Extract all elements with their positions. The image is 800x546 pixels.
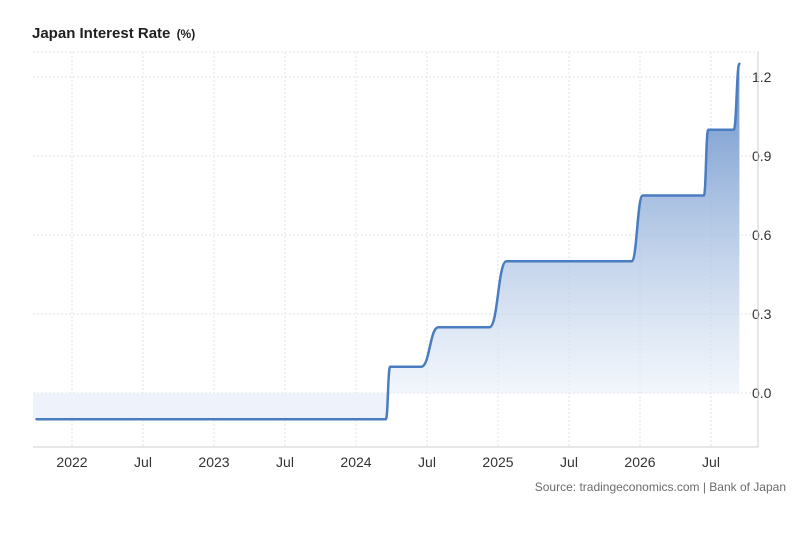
area-layer — [33, 63, 740, 420]
negative-area — [33, 393, 388, 420]
x-tick-label: 2024 — [340, 454, 371, 470]
rate-area — [390, 63, 740, 394]
axes: 0.0 0.3 0.6 0.9 1.2 2022 Jul 2023 Jul 2024 Jul 2025… — [33, 52, 772, 470]
x-tick-label: 2023 — [198, 454, 229, 470]
x-tick-label: Jul — [134, 454, 152, 470]
rate-line — [35, 62, 741, 421]
y-tick-label: 0.9 — [752, 148, 772, 164]
x-tick-label: 2022 — [56, 454, 87, 470]
y-tick-label: 0.0 — [752, 385, 772, 401]
x-tick-label: Jul — [560, 454, 578, 470]
x-tick-label: Jul — [702, 454, 720, 470]
x-tick-label: Jul — [418, 454, 436, 470]
y-tick-label: 1.2 — [752, 69, 772, 85]
chart-title-text: Japan Interest Rate — [32, 25, 171, 42]
chart-unit: (%) — [176, 27, 196, 41]
x-tick-label: Jul — [276, 454, 294, 470]
line-layer — [35, 62, 741, 421]
y-tick-label: 0.6 — [752, 227, 772, 243]
chart-title: Japan Interest Rate (%) — [32, 25, 195, 42]
x-tick-label: 2025 — [482, 454, 513, 470]
y-tick-label: 0.3 — [752, 306, 772, 322]
source-credit: Source: tradingeconomics.com | Bank of J… — [534, 480, 786, 494]
x-tick-label: 2026 — [624, 454, 655, 470]
